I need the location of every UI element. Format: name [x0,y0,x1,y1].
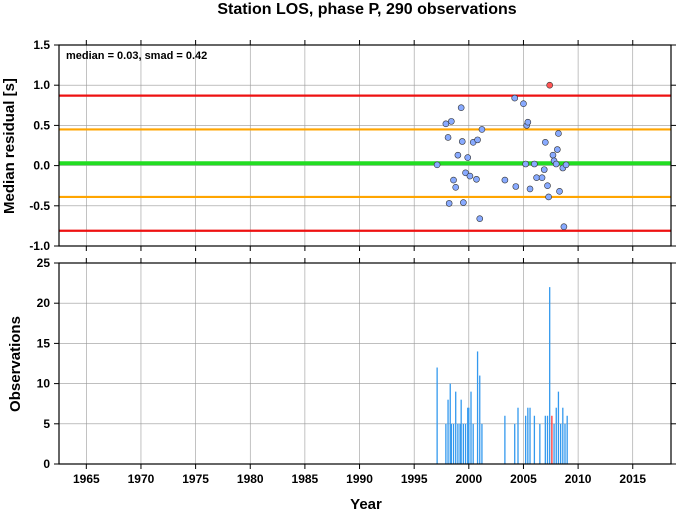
residual-point [457,104,465,112]
residual-plot-area [59,45,671,246]
residual-y-axis-label: Median residual [s] [1,78,18,214]
residual-point [552,160,560,168]
x-tick-label: 1995 [401,472,428,486]
residual-point [542,138,549,146]
residual-reference-lines [59,94,671,232]
x-tick-label: 2010 [565,472,592,486]
residual-point [476,215,484,222]
observations-y-axis-label: Observations [7,316,24,412]
y-tick-label: -0.5 [29,199,50,213]
residual-point [464,154,472,161]
residual-point [544,182,551,189]
residual-point [545,193,552,201]
residual-point [458,138,466,145]
x-tick-label: 1990 [346,472,373,486]
residual-point [549,151,557,159]
residual-point [450,176,457,184]
x-tick-label: 2015 [619,472,646,486]
residual-point [556,188,563,195]
observation-bars [436,287,568,464]
y-tick-label: 25 [37,256,51,270]
figure-title: Station LOS, phase P, 290 observations [217,1,516,18]
residual-y-ticks: 1.5 1.0 0.5 0.0 -0.5 -1.0 [29,38,676,253]
residual-point [562,161,570,169]
x-tick-label: 1970 [128,472,155,486]
residual-point [522,160,529,168]
residual-point [511,94,519,102]
x-tick-label: 1975 [182,472,209,486]
y-tick-label: 0.5 [33,118,50,132]
y-tick-label: 1.5 [33,38,50,52]
residual-point [512,183,520,190]
residual-point [433,161,441,169]
residual-point [448,118,455,125]
residual-point [444,134,452,141]
observations-panel: 0 5 10 15 20 25 1965 1970 1975 1980 1985 1990 1995 2… [7,40,676,511]
x-tick-label: 1965 [73,472,100,486]
residual-point [555,130,562,137]
x-axis-label: Year [350,496,382,511]
x-tick-label: 2000 [455,472,482,486]
residual-point [554,146,561,153]
residual-point [462,169,469,177]
residual-point [520,100,527,107]
observations-frame [58,262,672,465]
observations-plot-area [59,263,671,464]
residual-point [474,136,481,144]
y-tick-label: 0 [43,457,50,471]
residual-point [540,166,548,173]
residual-point [460,199,467,206]
y-tick-label: 15 [37,336,51,350]
residual-point [473,175,480,183]
residual-point [452,184,460,191]
residual-point [442,120,450,128]
residual-point [560,223,568,231]
residual-point [445,200,453,207]
residual-point [478,126,486,133]
residual-point [533,174,540,181]
residual-point [546,81,553,89]
residual-point [466,172,474,180]
residual-panel: 1.5 1.0 0.5 0.0 -0.5 -1.0 median = 0.03, smad… [1,38,676,253]
y-tick-label: 1.0 [33,78,50,92]
residual-point [524,118,532,126]
y-tick-label: 10 [37,377,51,391]
y-tick-label: 0.0 [33,159,50,173]
x-tick-label: 2005 [510,472,537,486]
residual-points [433,81,570,231]
residual-point [538,174,546,181]
residual-point [501,176,509,184]
residual-frame [58,44,672,247]
residual-point [454,151,462,159]
x-tick-label: 1980 [237,472,264,486]
residual-point [531,160,538,168]
observations-y-ticks: 0 5 10 15 20 25 [37,256,676,471]
x-tick-label: 1985 [292,472,319,486]
year-x-ticks: 1965 1970 1975 1980 1985 1990 1995 2000 2005 2010… [73,40,646,486]
median-smad-annotation: median = 0.03, smad = 0.42 [66,50,207,62]
y-tick-label: 5 [43,417,50,431]
residual-point [526,185,534,193]
y-tick-label: -1.0 [29,239,50,253]
y-tick-label: 20 [37,296,51,310]
